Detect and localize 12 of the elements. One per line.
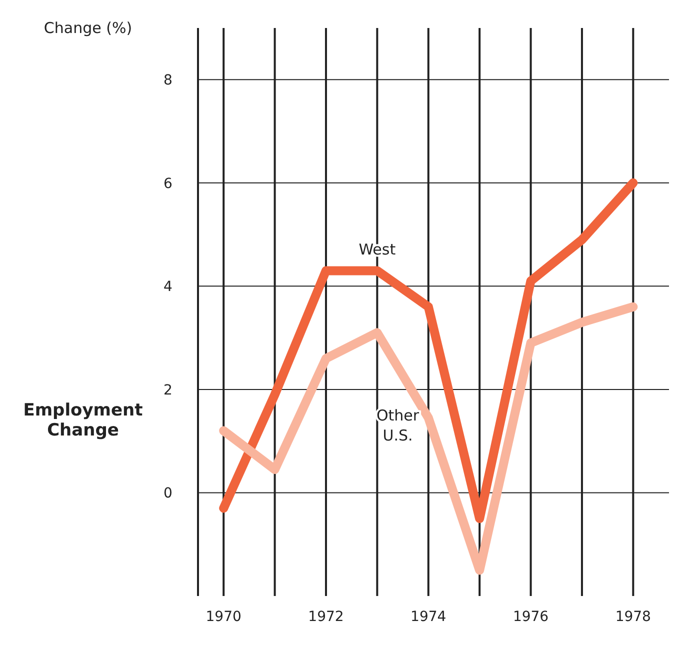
- y-tick-label: 2: [164, 382, 172, 398]
- x-tick-label: 1970: [206, 609, 242, 625]
- y-tick-label: 0: [164, 486, 172, 502]
- y-tick-label: 8: [164, 72, 172, 89]
- y-tick-label: 6: [164, 176, 173, 192]
- x-tick-label: 1976: [512, 609, 549, 625]
- text: Employment Change: [23, 400, 143, 440]
- y-tick-label: 4: [164, 279, 173, 296]
- y-axis-title: Change (%): [44, 19, 132, 37]
- x-tick-label: 1974: [410, 609, 446, 625]
- x-tick-label: 1978: [615, 609, 651, 625]
- x-tick-label: 1972: [308, 609, 344, 625]
